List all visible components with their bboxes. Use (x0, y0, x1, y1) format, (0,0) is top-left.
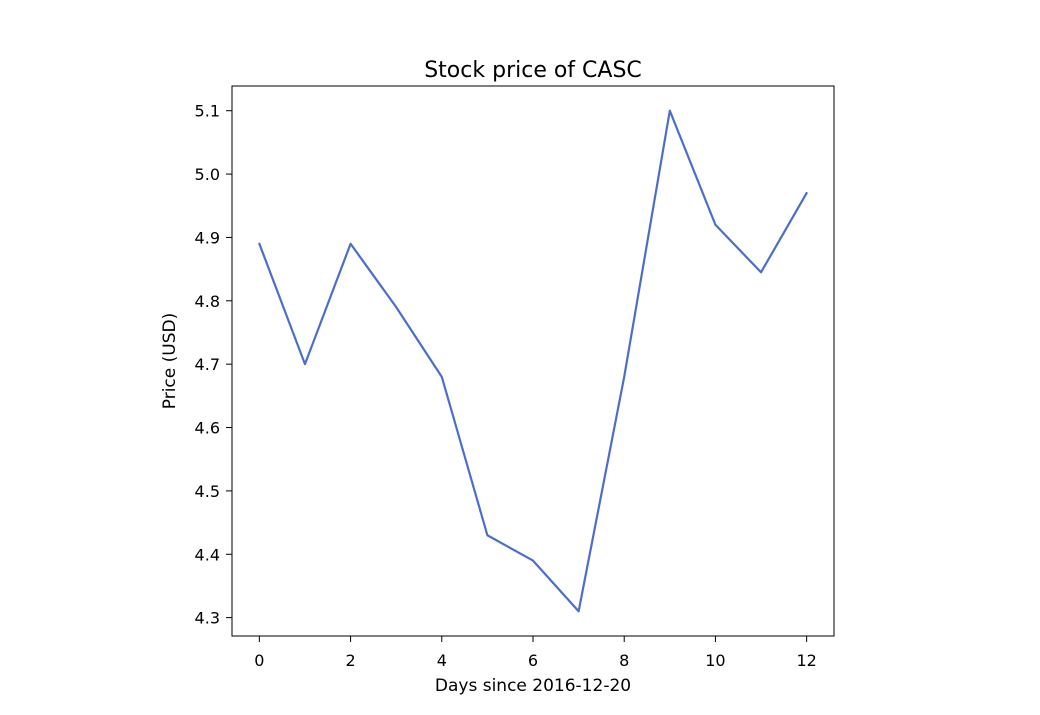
y-tick-label: 4.4 (195, 545, 220, 564)
x-tick-label: 0 (254, 651, 264, 670)
y-tick-label: 4.5 (195, 482, 220, 501)
price-line (258, 109, 808, 613)
x-tick-label: 4 (437, 651, 447, 670)
y-axis-label: Price (USD) (160, 313, 180, 409)
y-tick-label: 4.7 (195, 355, 220, 374)
y-tick-label: 4.3 (195, 609, 220, 628)
y-tick-label: 5.1 (195, 102, 220, 121)
x-axis: 0 2 4 6 8 10 12 (254, 636, 817, 670)
y-tick-label: 4.9 (195, 228, 220, 247)
y-tick-label: 5.0 (195, 165, 220, 184)
y-axis: 4.3 4.4 4.5 4.6 4.7 4.8 4.9 5.0 5.1 (195, 102, 232, 628)
x-tick-label: 2 (345, 651, 355, 670)
y-tick-label: 4.8 (195, 292, 220, 311)
x-tick-label: 6 (528, 651, 538, 670)
chart-title: Stock price of CASC (424, 58, 642, 83)
plot-area-frame (231, 85, 835, 637)
y-tick-label: 4.6 (195, 419, 220, 438)
series-group (258, 109, 808, 613)
x-tick-label: 8 (619, 651, 629, 670)
x-axis-label: Days since 2016-12-20 (435, 676, 631, 696)
x-tick-label: 10 (705, 651, 725, 670)
x-tick-label: 12 (796, 651, 816, 670)
